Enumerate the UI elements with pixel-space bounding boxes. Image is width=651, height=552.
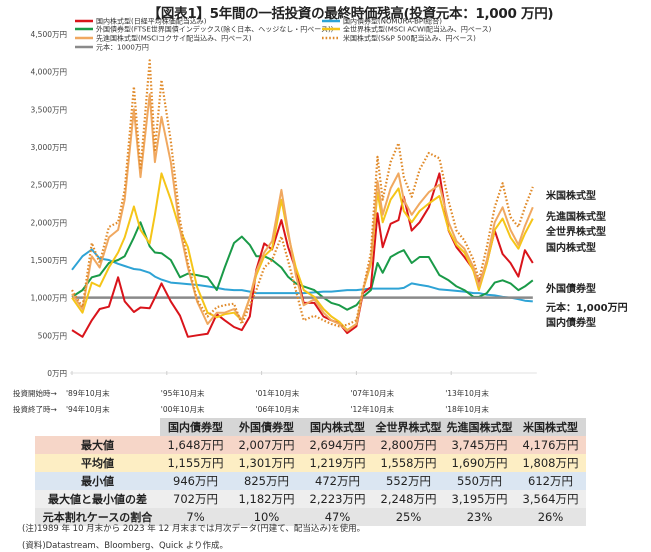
x-tick-label-end: '18年10月末 — [445, 404, 489, 414]
line-chart: 0万円 500万円 1,000万円 1,500万円 2,000万円 2,500万円 3,00… — [31, 17, 537, 414]
footnote: (注)1989 年 10 月末から 2023 年 12 月末までは月次データ(円… — [22, 524, 366, 534]
x-tick-label-start: '07年10月末 — [350, 388, 394, 398]
legend-label: 外国債券型(FTSE世界国債インデックス(除く日本、ヘッジなし・円ベース)) — [96, 25, 334, 34]
table-cell: 2,223万円 — [302, 490, 373, 508]
table-cell: 1,182万円 — [231, 490, 302, 508]
series-line — [71, 221, 534, 311]
chart-title: 【図表1】5年間の一括投資の最終時価残高(投資元本：1,000 万円) — [147, 6, 554, 22]
table-cell: 10% — [231, 508, 302, 526]
end-label-principal: 元本：1,000万円 — [546, 303, 628, 314]
column-header: 国内債券型 — [160, 418, 231, 436]
legend-label: 全世界株式型(MSCI ACWI配当込み、円ベース) — [343, 25, 492, 34]
table-cell: 2,248万円 — [373, 490, 444, 508]
row-label: 平均値 — [35, 454, 160, 472]
x-tick-label-start: '95年10月末 — [161, 388, 205, 398]
row-label: 最大値と最小値の差 — [35, 490, 160, 508]
table-header-row: 国内債券型 外国債券型 国内株式型 全世界株式型 先進国株式型 米国株式型 — [35, 418, 586, 436]
legend-label: 先進国株式型(MSCIコクサイ配当込み、円ベース) — [96, 34, 252, 43]
y-tick-label: 1,500万円 — [31, 256, 67, 265]
column-header: 国内株式型 — [302, 418, 373, 436]
column-header: 外国債券型 — [231, 418, 302, 436]
y-tick-label: 2,000万円 — [31, 218, 67, 227]
table-cell: 3,564万円 — [515, 490, 586, 508]
table-cell: 1,808万円 — [515, 454, 586, 472]
column-header: 全世界株式型 — [373, 418, 444, 436]
table-cell: 23% — [444, 508, 515, 526]
y-tick-label: 2,500万円 — [31, 181, 67, 190]
table-cell: 1,558万円 — [373, 454, 444, 472]
table-row-average: 平均値 1,155万円 1,301万円 1,219万円 1,558万円 1,69… — [35, 454, 586, 472]
y-tick-label: 4,500万円 — [31, 30, 67, 39]
table-cell: 7% — [160, 508, 231, 526]
table-cell: 612万円 — [515, 472, 586, 490]
table-cell: 1,219万円 — [302, 454, 373, 472]
table-cell: 550万円 — [444, 472, 515, 490]
x-tick-label-start: '01年10月末 — [256, 388, 300, 398]
end-label-domestic-bond: 国内債券型 — [546, 318, 596, 329]
end-label-world-stock: 全世界株式型 — [546, 227, 606, 238]
table-cell: 4,176万円 — [515, 436, 586, 454]
table-cell: 946万円 — [160, 472, 231, 490]
legend-label: 国内株式型(日経平均株価配当込み) — [96, 17, 207, 26]
x-tick-label-start: '13年10月末 — [445, 388, 489, 398]
row-label: 最小値 — [35, 472, 160, 490]
source-note: (資料)Datastream、Bloomberg、Quick より作成。 — [22, 541, 229, 551]
x-tick-label-end: '12年10月末 — [350, 404, 394, 414]
table-cell: 702万円 — [160, 490, 231, 508]
table-cell: 1,155万円 — [160, 454, 231, 472]
y-tick-label: 3,000万円 — [31, 143, 67, 152]
table-cell: 3,745万円 — [444, 436, 515, 454]
end-label-us-stock: 米国株式型 — [546, 191, 596, 202]
row-label: 元本割れケースの割合 — [35, 508, 160, 526]
table-row-max: 最大値 1,648万円 2,007万円 2,694万円 2,800万円 3,74… — [35, 436, 586, 454]
column-header: 先進国株式型 — [444, 418, 515, 436]
end-label-foreign-bond: 外国債券型 — [546, 284, 596, 295]
table-row-min: 最小値 946万円 825万円 472万円 552万円 550万円 612万円 — [35, 472, 586, 490]
table-cell: 2,007万円 — [231, 436, 302, 454]
series-line — [71, 59, 534, 328]
y-tick-label: 3,500万円 — [31, 105, 67, 114]
table-cell: 25% — [373, 508, 444, 526]
table-cell: 1,690万円 — [444, 454, 515, 472]
x-row-label-start: 投資開始時→ — [13, 389, 57, 398]
x-tick-label-end: '06年10月末 — [256, 404, 300, 414]
table-cell: 2,694万円 — [302, 436, 373, 454]
summary-table: 国内債券型 外国債券型 国内株式型 全世界株式型 先進国株式型 米国株式型 最大… — [35, 418, 586, 526]
table-cell: 26% — [515, 508, 586, 526]
end-label-domestic-stock: 国内株式型 — [546, 243, 596, 254]
table-cell: 3,195万円 — [444, 490, 515, 508]
row-label: 最大値 — [35, 436, 160, 454]
table-cell: 1,301万円 — [231, 454, 302, 472]
series-line — [71, 93, 534, 332]
table-cell: 552万円 — [373, 472, 444, 490]
column-header: 米国株式型 — [515, 418, 586, 436]
table-cell: 825万円 — [231, 472, 302, 490]
y-tick-label: 0万円 — [47, 369, 67, 378]
x-tick-label-start: '89年10月末 — [66, 388, 110, 398]
legend-label: 元本：1000万円 — [96, 43, 149, 52]
x-row-label-end: 投資終了時→ — [13, 405, 57, 414]
y-tick-label: 500万円 — [38, 331, 67, 340]
legend-label: 国内債券型(NOMURA-BPI総合) — [343, 17, 442, 26]
series-line — [71, 172, 534, 332]
table-cell: 47% — [302, 508, 373, 526]
x-tick-label-end: '00年10月末 — [161, 404, 205, 414]
legend-label: 米国株式型(S&P 500配当込み、円ベース) — [343, 34, 476, 43]
table-cell: 1,648万円 — [160, 436, 231, 454]
y-tick-label: 1,000万円 — [31, 294, 67, 303]
table-cell: 472万円 — [302, 472, 373, 490]
table-row-range: 最大値と最小値の差 702万円 1,182万円 2,223万円 2,248万円 … — [35, 490, 586, 508]
y-tick-label: 4,000万円 — [31, 68, 67, 77]
end-label-developed-stock: 先進国株式型 — [546, 212, 606, 223]
table-cell: 2,800万円 — [373, 436, 444, 454]
table-row-loss-ratio: 元本割れケースの割合 7% 10% 47% 25% 23% 26% — [35, 508, 586, 526]
x-tick-label-end: '94年10月末 — [66, 404, 110, 414]
